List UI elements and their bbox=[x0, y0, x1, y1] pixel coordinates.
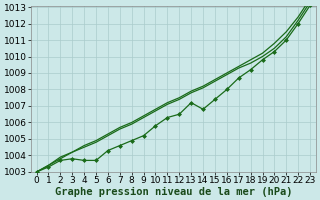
X-axis label: Graphe pression niveau de la mer (hPa): Graphe pression niveau de la mer (hPa) bbox=[55, 186, 292, 197]
